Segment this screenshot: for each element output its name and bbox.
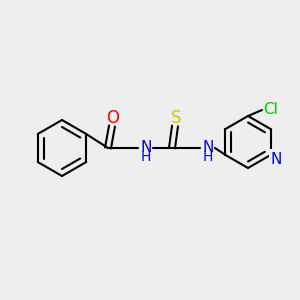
Text: H: H bbox=[141, 150, 151, 164]
Text: O: O bbox=[106, 109, 119, 127]
Text: N: N bbox=[202, 140, 214, 154]
Text: N: N bbox=[271, 152, 282, 166]
Text: H: H bbox=[203, 150, 213, 164]
Text: N: N bbox=[271, 152, 282, 166]
Text: S: S bbox=[171, 109, 181, 127]
Text: Cl: Cl bbox=[264, 103, 278, 118]
Text: N: N bbox=[140, 140, 152, 154]
